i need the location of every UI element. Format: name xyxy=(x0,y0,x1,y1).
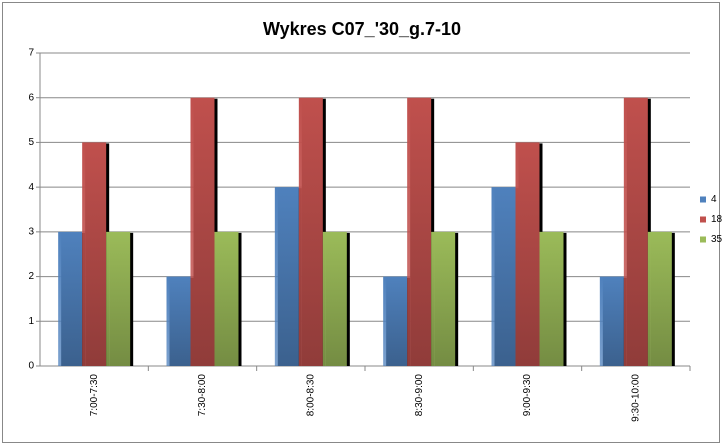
legend-swatch xyxy=(700,216,706,223)
x-tick-label: 8:00-8:30 xyxy=(305,374,316,417)
x-tick-label: 9:00-9:30 xyxy=(522,374,533,417)
legend-label: 35 xyxy=(711,234,723,245)
bar xyxy=(647,231,672,366)
bar xyxy=(274,187,299,366)
bar xyxy=(431,231,456,366)
y-tick-label: 1 xyxy=(28,316,34,327)
legend-swatch xyxy=(700,196,706,203)
bar xyxy=(58,231,83,366)
bar xyxy=(623,97,648,366)
bar xyxy=(106,231,131,366)
bar xyxy=(539,231,564,366)
y-tick-label: 7 xyxy=(28,48,34,59)
y-tick-label: 6 xyxy=(28,92,34,103)
y-tick-label: 2 xyxy=(28,271,34,282)
y-tick-label: 3 xyxy=(28,226,34,237)
bar xyxy=(515,142,540,366)
bar xyxy=(407,97,432,366)
bar xyxy=(214,231,239,366)
y-tick-label: 4 xyxy=(28,182,34,193)
y-tick-label: 0 xyxy=(28,361,34,372)
chart-title: Wykres C07_'30_g.7-10 xyxy=(263,19,461,39)
x-tick-label: 7:00-7:30 xyxy=(89,374,100,417)
x-tick-label: 7:30-8:00 xyxy=(197,374,208,417)
y-tick-label: 5 xyxy=(28,137,34,148)
legend-label: 18 xyxy=(711,214,723,225)
legend-label: 4 xyxy=(711,194,717,205)
x-tick-label: 8:30-9:00 xyxy=(414,374,425,417)
bar xyxy=(599,276,624,366)
bar xyxy=(322,231,347,366)
bar xyxy=(82,142,107,366)
bar xyxy=(166,276,191,366)
bar xyxy=(383,276,408,366)
bar xyxy=(190,97,215,366)
bar xyxy=(298,97,323,366)
bar xyxy=(491,187,516,366)
x-tick-label: 9:30-10:00 xyxy=(630,374,641,422)
legend-swatch xyxy=(700,236,706,243)
